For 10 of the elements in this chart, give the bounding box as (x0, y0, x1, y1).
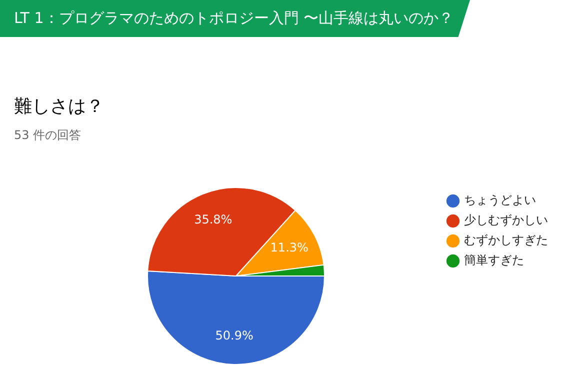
data-label: 50.9% (215, 328, 254, 342)
legend-label: 簡単すぎた (464, 253, 524, 268)
data-label: 11.3% (270, 240, 308, 254)
data-label: 35.8% (194, 212, 232, 226)
chart-subtitle: 難しさは？ (14, 95, 104, 118)
legend-label: 少しむずかしい (464, 213, 548, 228)
chart-title: LT 1：プログラマのためのトポロジー入門 〜山手線は丸いのか？ (14, 9, 454, 28)
legend-label: ちょうどよい (464, 193, 536, 208)
text: 53 件の回答 (14, 127, 82, 144)
legend-label: むずかしすぎた (464, 233, 548, 248)
